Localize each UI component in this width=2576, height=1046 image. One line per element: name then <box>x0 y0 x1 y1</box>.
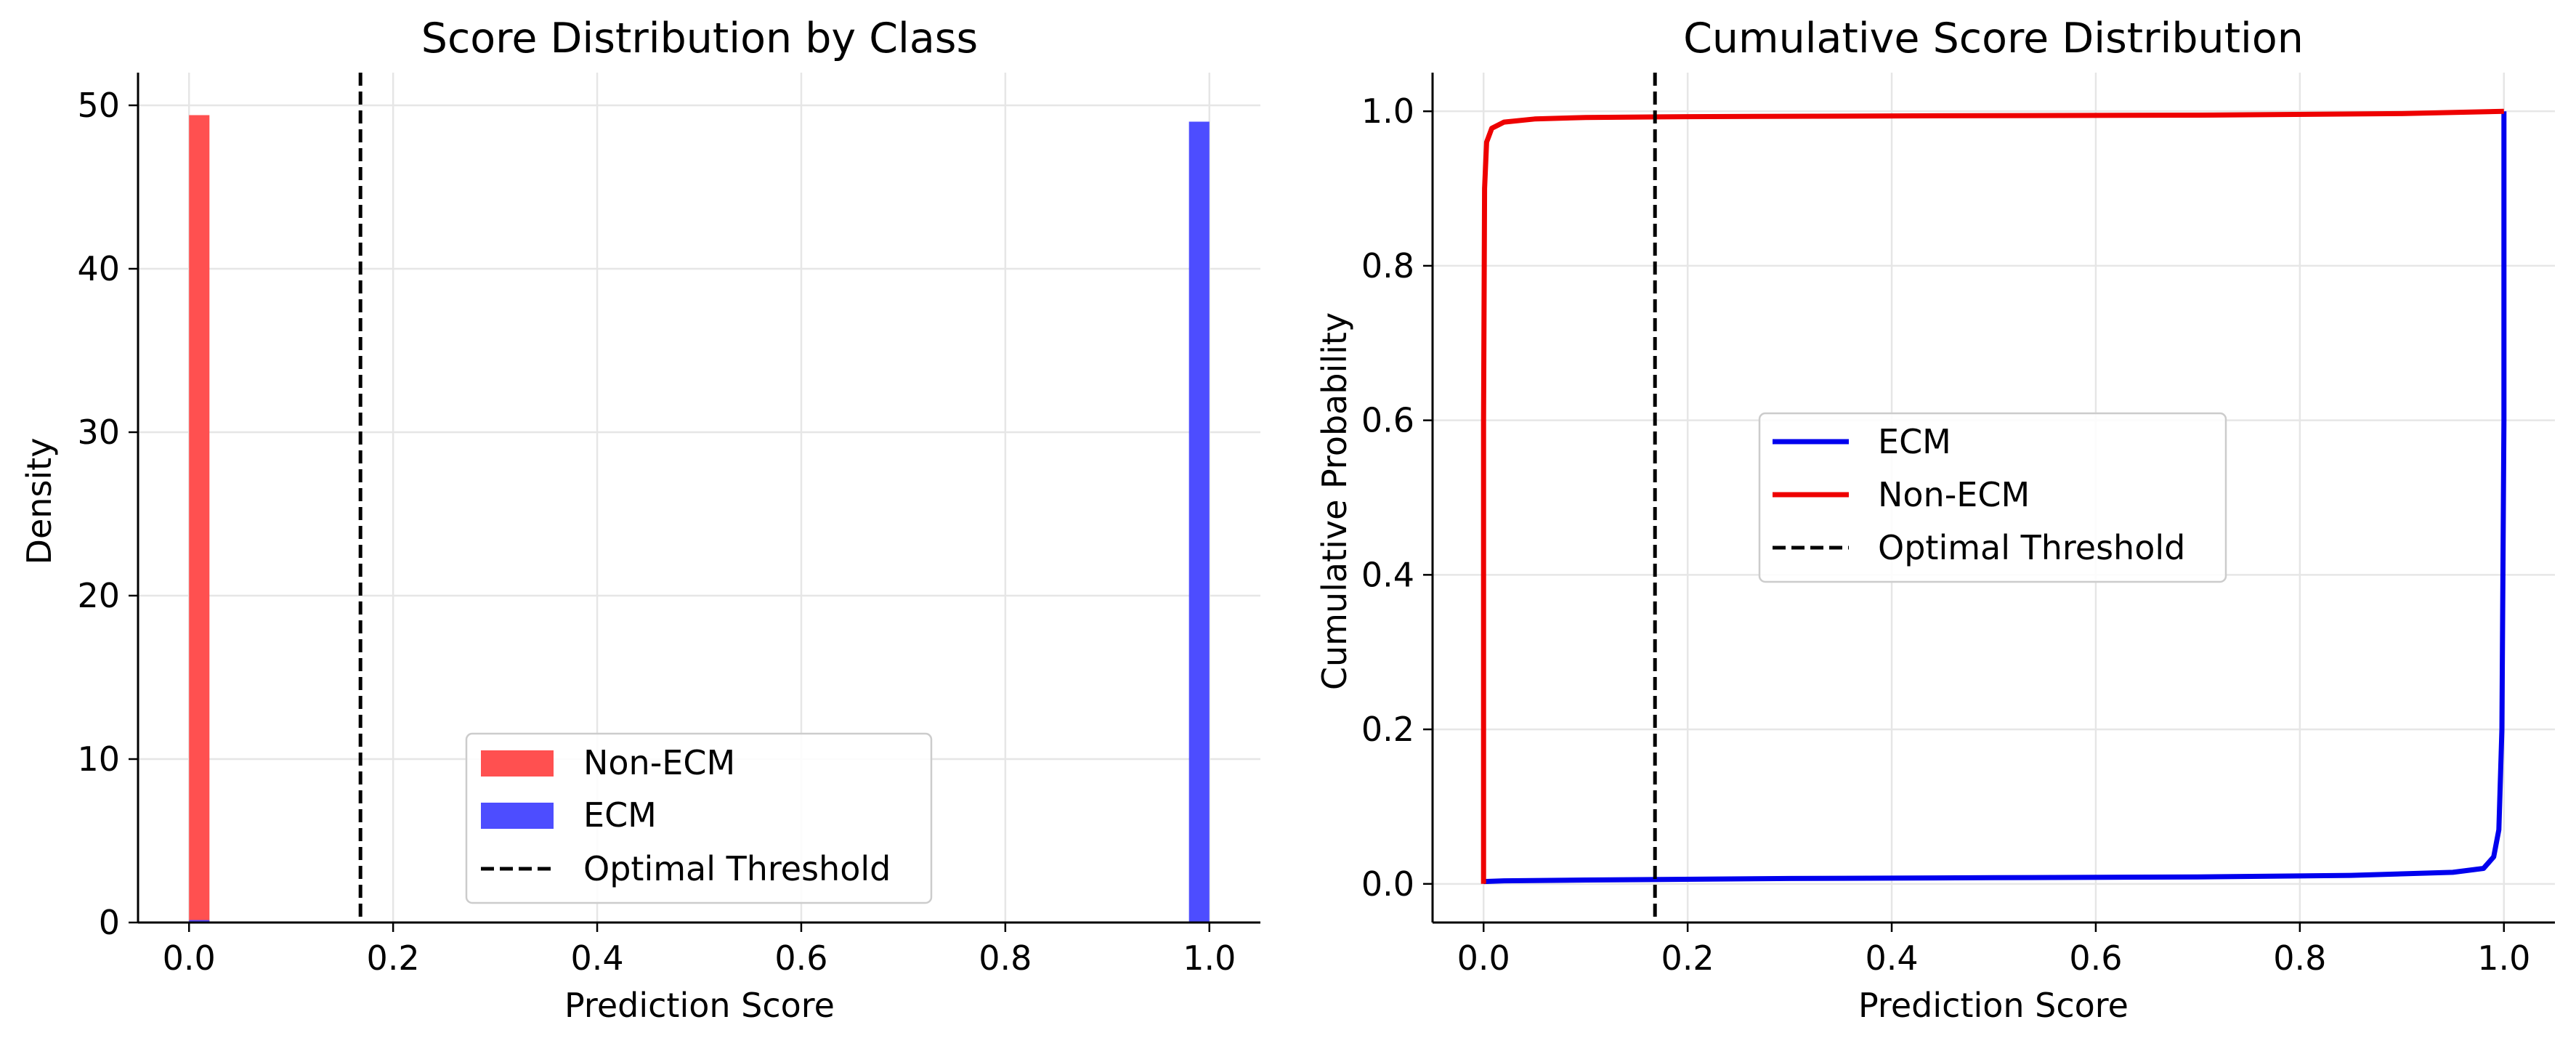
right-axes <box>1423 73 2555 932</box>
left-x-tick-label: 0.4 <box>570 938 623 978</box>
right-x-tick-label: 0.2 <box>1661 938 1714 978</box>
left-x-tick-label: 0.6 <box>774 938 827 978</box>
left-x-tick-label: 0.2 <box>367 938 420 978</box>
histogram-bar-non-ecm <box>189 115 210 923</box>
left-histogram-bars <box>189 115 1210 923</box>
left-y-tick-label: 50 <box>77 86 120 125</box>
left-y-tick-label: 10 <box>77 739 120 779</box>
left-legend-label-non-ecm: Non-ECM <box>583 743 735 782</box>
right-y-axis-label: Cumulative Probability <box>1315 312 1354 690</box>
left-x-tick-label: 1.0 <box>1183 938 1236 978</box>
cdf-line-ecm <box>1483 111 2507 885</box>
left-chart-title: Score Distribution by Class <box>421 15 978 62</box>
cdf-line-non-ecm <box>1481 108 2504 884</box>
left-x-tick-label: 0.8 <box>979 938 1032 978</box>
right-y-tick-label: 1.0 <box>1361 92 1414 131</box>
left-legend-box <box>465 732 933 904</box>
right-x-axis-label: Prediction Score <box>1858 986 2129 1025</box>
histogram-bar-ecm <box>1188 121 1210 923</box>
right-tick-labels: 0.0 0.2 0.4 0.6 0.8 1.0 0.0 0.2 0.4 0.6 0.8 1.0 <box>1361 92 2531 978</box>
cumulative-distribution-panel: Cumulative Score Distribution Prediction… <box>1315 15 2555 1025</box>
left-x-axis-label: Prediction Score <box>564 986 835 1025</box>
right-gridlines <box>1433 73 2555 923</box>
right-legend-label-threshold: Optimal Threshold <box>1878 528 2185 567</box>
left-legend: Non-ECM ECM Optimal Threshold <box>465 732 933 904</box>
left-y-axis-label: Density <box>20 438 59 565</box>
right-x-tick-label: 0.0 <box>1457 938 1510 978</box>
right-series-lines <box>1481 73 2507 923</box>
right-y-tick-label: 0.2 <box>1361 710 1414 749</box>
right-x-tick-label: 1.0 <box>2477 938 2530 978</box>
left-y-tick-label: 40 <box>77 249 120 288</box>
left-legend-swatch-non-ecm <box>481 750 554 777</box>
left-x-tick-label: 0.0 <box>163 938 216 978</box>
score-distribution-panel: Score Distribution by Class Prediction S… <box>20 15 1260 1025</box>
left-legend-swatch-ecm <box>481 803 554 829</box>
right-legend-label-ecm: ECM <box>1878 422 1951 461</box>
right-legend-box <box>1758 412 2227 583</box>
left-y-tick-label: 0 <box>99 903 120 942</box>
right-y-tick-label: 0.6 <box>1361 401 1414 440</box>
right-y-tick-label: 0.0 <box>1361 864 1414 904</box>
right-y-tick-label: 0.4 <box>1361 555 1414 594</box>
left-y-tick-label: 20 <box>77 576 120 615</box>
left-y-tick-label: 30 <box>77 413 120 452</box>
left-axes <box>129 73 1260 932</box>
right-x-tick-label: 0.6 <box>2069 938 2122 978</box>
right-legend-label-non-ecm: Non-ECM <box>1878 475 2030 514</box>
right-chart-title: Cumulative Score Distribution <box>1683 15 2304 62</box>
right-y-tick-label: 0.8 <box>1361 246 1414 285</box>
right-x-tick-label: 0.4 <box>1865 938 1918 978</box>
left-legend-label-ecm: ECM <box>583 795 657 835</box>
left-tick-labels: 0.0 0.2 0.4 0.6 0.8 1.0 0 10 20 30 40 50 <box>77 86 1236 978</box>
right-x-tick-label: 0.8 <box>2273 938 2326 978</box>
right-legend: ECM Non-ECM Optimal Threshold <box>1758 412 2227 583</box>
left-legend-label-threshold: Optimal Threshold <box>583 849 891 888</box>
histogram-bar-ecm <box>189 920 210 923</box>
